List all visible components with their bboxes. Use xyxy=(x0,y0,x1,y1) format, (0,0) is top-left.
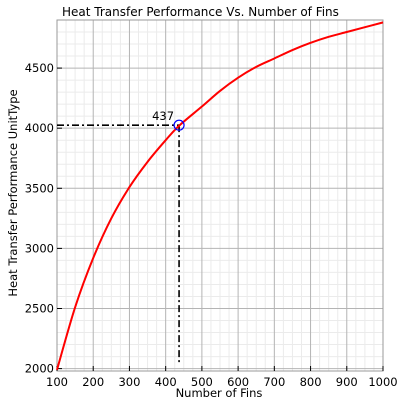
x-tick-label: 800 xyxy=(300,375,322,389)
x-tick-label: 500 xyxy=(191,375,213,389)
x-tick-label: 100 xyxy=(46,375,68,389)
x-tick-label: 200 xyxy=(82,375,104,389)
x-tick-label: 700 xyxy=(263,375,285,389)
x-tick-label: 1000 xyxy=(368,375,397,389)
x-tick-label: 400 xyxy=(155,375,177,389)
y-tick-label: 3000 xyxy=(25,241,54,255)
x-tick-label: 300 xyxy=(118,375,140,389)
y-tick-label: 4000 xyxy=(25,121,54,135)
y-tick-labels: 2000 2500 3000 3500 4000 4500 xyxy=(25,61,54,376)
guide-lines xyxy=(57,124,180,363)
y-tick-label: 2500 xyxy=(25,301,54,315)
grid-minor xyxy=(57,19,383,371)
chart-title: Heat Transfer Performance Vs. Number of … xyxy=(62,5,339,19)
ticks xyxy=(56,67,384,371)
y-tick-label: 3500 xyxy=(25,181,54,195)
x-axis-label: Number of Fins xyxy=(176,386,263,400)
y-axis-label: Heat Transfer Performance UnitType xyxy=(6,89,20,296)
x-tick-label: 600 xyxy=(227,375,249,389)
y-tick-label: 2000 xyxy=(25,362,54,376)
highlight-label: 437 xyxy=(152,109,174,123)
plot-frame xyxy=(56,19,384,372)
series-line xyxy=(56,21,384,371)
y-tick-label: 4500 xyxy=(25,61,54,75)
x-tick-label: 900 xyxy=(336,375,358,389)
x-tick-labels: 100 200 300 400 500 600 700 800 900 1000 xyxy=(46,375,398,389)
highlight-marker xyxy=(173,119,185,131)
